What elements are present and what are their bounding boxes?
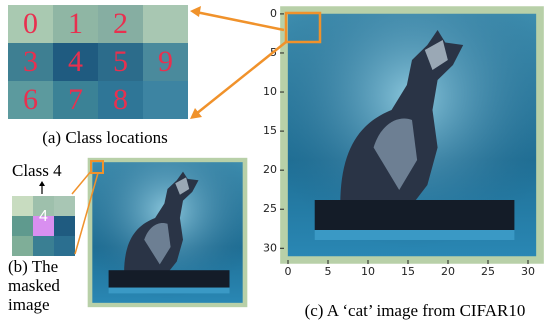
class-number: 0 (23, 7, 38, 40)
y-tick-label: 15 (263, 124, 277, 137)
arrow (196, 42, 286, 114)
class-number: 8 (113, 83, 128, 116)
x-tick-label: 30 (521, 265, 535, 278)
y-tick-label: 0 (270, 7, 277, 20)
class-number: 5 (113, 45, 128, 78)
grid-cell (54, 216, 75, 236)
y-tick-label: 25 (263, 202, 277, 215)
grid-cell (12, 236, 33, 256)
masked-grid: 4 (12, 196, 75, 256)
class-number: 1 (68, 7, 83, 40)
class-number: 7 (68, 83, 83, 116)
class-number: 2 (113, 7, 128, 40)
caption-b: image (8, 295, 50, 314)
arrowhead (39, 181, 45, 186)
grid-cell (12, 196, 33, 216)
caption-b: (b) The (8, 257, 58, 276)
class-number: 9 (158, 45, 173, 78)
caption-a: (a) Class locations (42, 128, 168, 147)
grid-cell (143, 5, 188, 43)
masked-number: 4 (39, 208, 48, 225)
y-tick-label: 10 (263, 85, 277, 98)
class-number: 3 (23, 45, 38, 78)
figure: 0123459678 (a) Class locations Class 4 4… (0, 0, 545, 326)
class-label: Class 4 (12, 161, 62, 180)
class-number: 4 (68, 45, 83, 78)
caption-b: masked (8, 276, 60, 295)
caption-c: (c) A ‘cat’ image from CIFAR10 (305, 301, 526, 320)
grid-cell (54, 236, 75, 256)
y-tick-label: 30 (263, 241, 277, 254)
x-tick-label: 20 (441, 265, 455, 278)
x-tick-label: 25 (481, 265, 495, 278)
cifar-image (284, 10, 540, 260)
grid-cell (54, 196, 75, 216)
small-image (90, 160, 245, 305)
class-number: 6 (23, 83, 38, 116)
y-tick-label: 20 (263, 163, 277, 176)
x-tick-label: 10 (361, 265, 375, 278)
x-tick-label: 0 (285, 265, 292, 278)
x-tick-label: 5 (325, 265, 332, 278)
arrowhead (190, 6, 201, 17)
grid-cell (143, 81, 188, 119)
x-tick-label: 15 (401, 265, 415, 278)
grid-cell (12, 216, 33, 236)
grid-cell (33, 236, 54, 256)
